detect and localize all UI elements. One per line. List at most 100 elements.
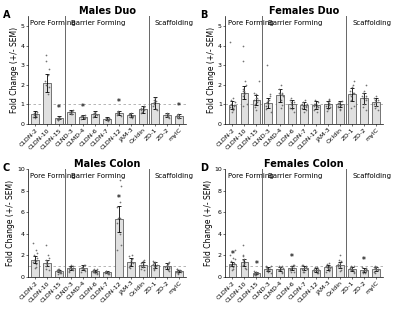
- Point: [254, 98, 261, 103]
- Point: [82, 114, 88, 119]
- Point: [66, 269, 72, 274]
- Point: [141, 107, 147, 112]
- Point: [69, 267, 75, 272]
- Bar: [91, 271, 99, 277]
- Point: [302, 98, 308, 103]
- Point: [174, 267, 180, 272]
- Point: [106, 272, 112, 277]
- Point: [150, 264, 157, 269]
- Point: [115, 215, 122, 220]
- Point: [44, 258, 50, 263]
- Point: [276, 86, 283, 91]
- Point: [30, 112, 37, 117]
- Point: [141, 263, 148, 268]
- Point: [33, 258, 40, 263]
- Point: [267, 94, 273, 99]
- Point: [66, 109, 73, 114]
- Point: [230, 104, 237, 109]
- Point: [326, 97, 333, 102]
- Text: Barrier Forming: Barrier Forming: [71, 173, 126, 179]
- Point: [240, 88, 246, 93]
- Text: Scaffolding: Scaffolding: [352, 173, 391, 179]
- Bar: [103, 272, 111, 277]
- Point: [279, 90, 286, 95]
- Bar: [324, 104, 332, 124]
- Point: [337, 106, 343, 111]
- Point: [175, 271, 181, 276]
- Bar: [67, 268, 75, 277]
- Point: [106, 116, 112, 121]
- Point: [34, 255, 40, 260]
- Point: [370, 96, 377, 101]
- Point: [78, 116, 84, 121]
- Point: [312, 268, 319, 273]
- Point: [335, 105, 341, 110]
- Point: [323, 269, 329, 274]
- Point: [79, 265, 85, 270]
- Point: [151, 100, 157, 105]
- Point: [164, 263, 170, 268]
- Point: [54, 266, 61, 271]
- Point: [32, 261, 39, 266]
- Point: [324, 261, 330, 266]
- Point: [82, 269, 88, 273]
- Point: [32, 116, 38, 121]
- Point: [103, 269, 110, 273]
- Point: [46, 84, 53, 89]
- Point: [153, 107, 159, 112]
- Point: [34, 112, 40, 117]
- Point: [299, 100, 306, 105]
- Point: [81, 116, 88, 121]
- Point: [166, 265, 172, 270]
- Point: [44, 261, 50, 266]
- Point: [254, 271, 261, 276]
- Point: [43, 267, 50, 272]
- Point: [162, 264, 168, 269]
- Point: [140, 259, 146, 264]
- Point: [348, 106, 354, 111]
- Bar: [175, 116, 183, 124]
- Point: [174, 114, 180, 119]
- Point: [66, 110, 72, 115]
- Point: [114, 248, 120, 252]
- Point: [362, 108, 369, 112]
- Point: [337, 108, 343, 112]
- Point: [336, 260, 343, 265]
- Point: [350, 82, 356, 87]
- Point: [240, 259, 246, 264]
- Point: [153, 264, 159, 269]
- Point: [277, 92, 284, 97]
- Point: [327, 265, 333, 270]
- Point: [252, 102, 258, 107]
- Bar: [300, 105, 308, 124]
- Point: [56, 116, 63, 121]
- Point: [362, 94, 369, 99]
- Point: [166, 266, 172, 271]
- Point: [314, 104, 320, 109]
- Point: [263, 263, 269, 268]
- Point: [106, 116, 112, 121]
- Point: [241, 260, 248, 265]
- Bar: [264, 103, 272, 124]
- Point: [138, 261, 144, 266]
- Bar: [229, 264, 236, 277]
- Bar: [348, 95, 356, 124]
- Point: [117, 183, 124, 188]
- Point: [302, 265, 309, 270]
- Point: [279, 103, 286, 108]
- Point: [126, 112, 132, 117]
- Point: [336, 258, 342, 263]
- Point: [176, 268, 182, 273]
- Point: [90, 269, 96, 274]
- Text: C: C: [3, 163, 10, 173]
- Point: [227, 253, 234, 258]
- Point: [91, 268, 98, 273]
- Point: [80, 113, 86, 118]
- Bar: [276, 269, 284, 277]
- Point: [166, 269, 172, 273]
- Point: [348, 268, 354, 273]
- Bar: [67, 112, 75, 124]
- Point: [164, 111, 170, 116]
- Point: [127, 263, 133, 268]
- Point: [42, 264, 49, 269]
